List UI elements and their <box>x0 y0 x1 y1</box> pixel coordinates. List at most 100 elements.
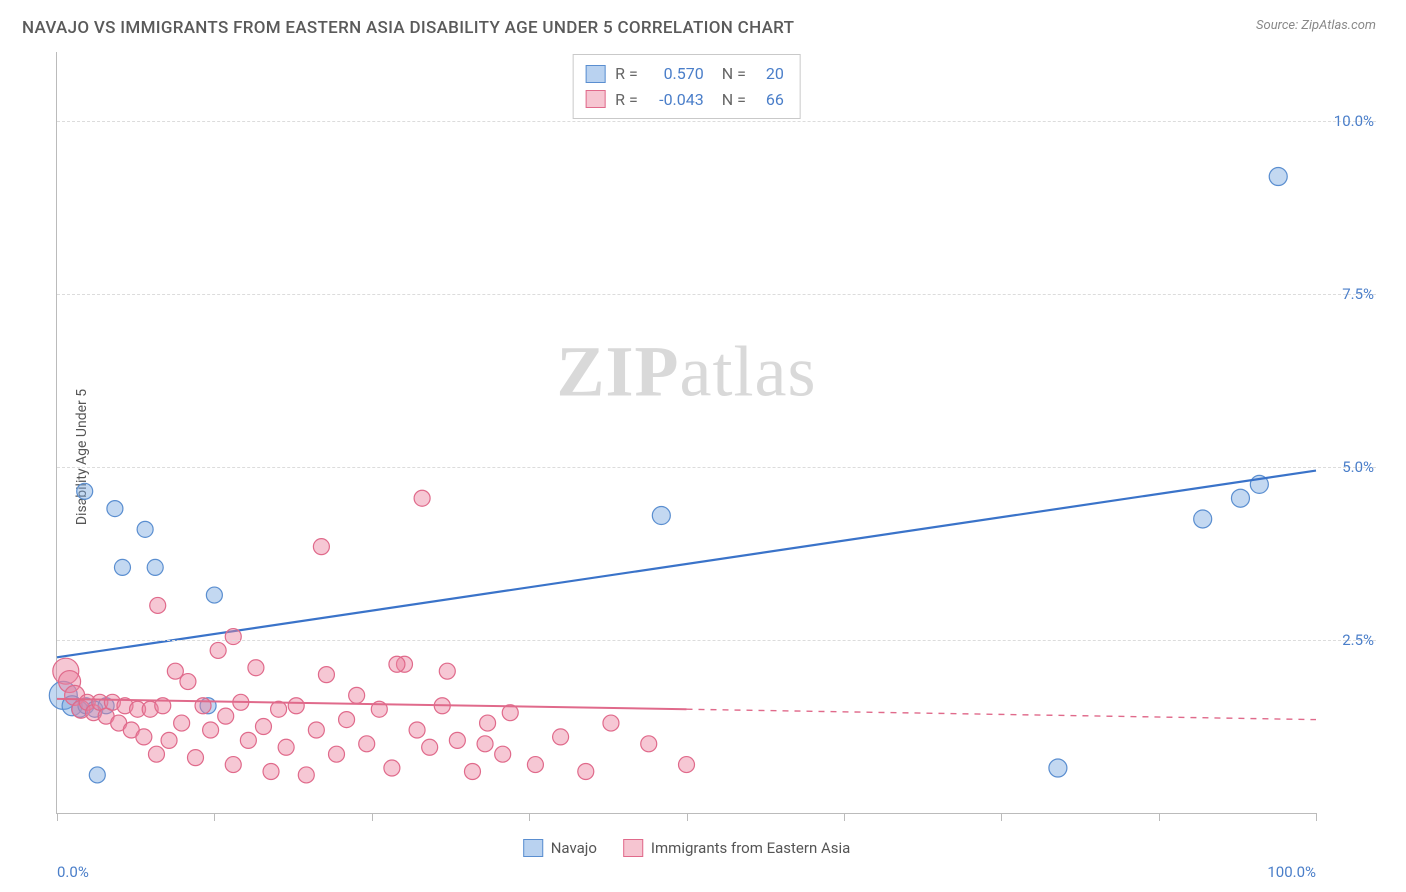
gridline-h <box>57 121 1376 122</box>
plot-svg <box>57 52 1316 813</box>
stat-r-value: -0.043 <box>648 87 704 113</box>
legend-label: Navajo <box>551 839 597 857</box>
data-point <box>318 667 334 683</box>
x-tick <box>372 813 373 821</box>
y-tick-label: 5.0% <box>1342 458 1374 476</box>
x-tick-label: 100.0% <box>1267 863 1316 881</box>
trend-line-dashed <box>687 709 1317 719</box>
data-point <box>136 729 152 745</box>
legend-swatch <box>523 839 543 857</box>
data-point <box>206 587 222 603</box>
stats-row: R = -0.043 N = 66 <box>585 87 784 113</box>
stat-n-value: 20 <box>756 61 784 87</box>
data-point <box>328 746 344 762</box>
data-point <box>174 715 190 731</box>
x-tick <box>529 813 530 821</box>
legend-swatch <box>623 839 643 857</box>
x-tick <box>687 813 688 821</box>
data-point <box>148 746 164 762</box>
x-tick <box>57 813 58 821</box>
data-point <box>389 656 405 672</box>
stats-row: R = 0.570 N = 20 <box>585 61 784 87</box>
trend-line <box>57 471 1316 658</box>
x-tick <box>214 813 215 821</box>
stat-r-label: R = <box>615 61 638 87</box>
data-point <box>150 597 166 613</box>
data-point <box>203 722 219 738</box>
x-tick <box>1001 813 1002 821</box>
data-point <box>248 660 264 676</box>
data-point <box>107 501 123 517</box>
data-point <box>278 739 294 755</box>
data-point <box>180 674 196 690</box>
series-legend: Navajo Immigrants from Eastern Asia <box>523 839 851 857</box>
data-point <box>225 757 241 773</box>
y-tick-label: 7.5% <box>1342 285 1374 303</box>
data-point <box>161 732 177 748</box>
data-point <box>449 732 465 748</box>
data-point <box>218 708 234 724</box>
data-point <box>641 736 657 752</box>
data-point <box>288 698 304 714</box>
x-tick-label: 0.0% <box>57 863 89 881</box>
data-point <box>339 712 355 728</box>
data-point <box>603 715 619 731</box>
stat-n-value: 66 <box>756 87 784 113</box>
legend-item: Navajo <box>523 839 597 857</box>
data-point <box>480 715 496 731</box>
data-point <box>255 719 271 735</box>
data-point <box>414 490 430 506</box>
data-point <box>210 642 226 658</box>
stat-r-value: 0.570 <box>648 61 704 87</box>
data-point <box>240 732 256 748</box>
stats-legend-box: R = 0.570 N = 20 R = -0.043 N = 66 <box>572 54 801 119</box>
gridline-h <box>57 467 1376 468</box>
data-point <box>263 763 279 779</box>
legend-label: Immigrants from Eastern Asia <box>651 839 850 857</box>
stat-n-label: N = <box>714 61 746 87</box>
data-point <box>298 767 314 783</box>
x-tick <box>1159 813 1160 821</box>
data-point <box>384 760 400 776</box>
chart-title: NAVAJO VS IMMIGRANTS FROM EASTERN ASIA D… <box>22 18 794 38</box>
legend-item: Immigrants from Eastern Asia <box>623 839 850 857</box>
data-point <box>271 701 287 717</box>
legend-swatch <box>585 65 605 83</box>
data-point <box>652 507 670 525</box>
data-point <box>553 729 569 745</box>
source-attribution: Source: ZipAtlas.com <box>1256 18 1376 33</box>
data-point <box>527 757 543 773</box>
data-point <box>578 763 594 779</box>
data-point <box>1049 759 1067 777</box>
data-point <box>679 757 695 773</box>
y-tick-label: 10.0% <box>1334 112 1374 130</box>
gridline-h <box>57 640 1376 641</box>
data-point <box>1231 489 1249 507</box>
data-point <box>422 739 438 755</box>
data-point <box>308 722 324 738</box>
data-point <box>89 767 105 783</box>
data-point <box>114 559 130 575</box>
data-point <box>439 663 455 679</box>
data-point <box>187 750 203 766</box>
data-point <box>313 539 329 555</box>
x-tick <box>844 813 845 821</box>
x-tick <box>1316 813 1317 821</box>
gridline-h <box>57 294 1376 295</box>
stat-n-label: N = <box>714 87 746 113</box>
data-point <box>147 559 163 575</box>
data-point <box>1194 510 1212 528</box>
plot-area: ZIPatlas R =0.570 N =20R =-0.043 N =66 N… <box>56 52 1316 814</box>
y-tick-label: 2.5% <box>1342 631 1374 649</box>
data-point <box>137 521 153 537</box>
data-point <box>225 629 241 645</box>
stat-r-label: R = <box>615 87 638 113</box>
data-point <box>77 483 93 499</box>
data-point <box>477 736 493 752</box>
data-point <box>349 687 365 703</box>
data-point <box>409 722 425 738</box>
data-point <box>495 746 511 762</box>
chart-container: Disability Age Under 5 ZIPatlas R =0.570… <box>22 52 1376 862</box>
data-point <box>464 763 480 779</box>
data-point <box>1269 168 1287 186</box>
